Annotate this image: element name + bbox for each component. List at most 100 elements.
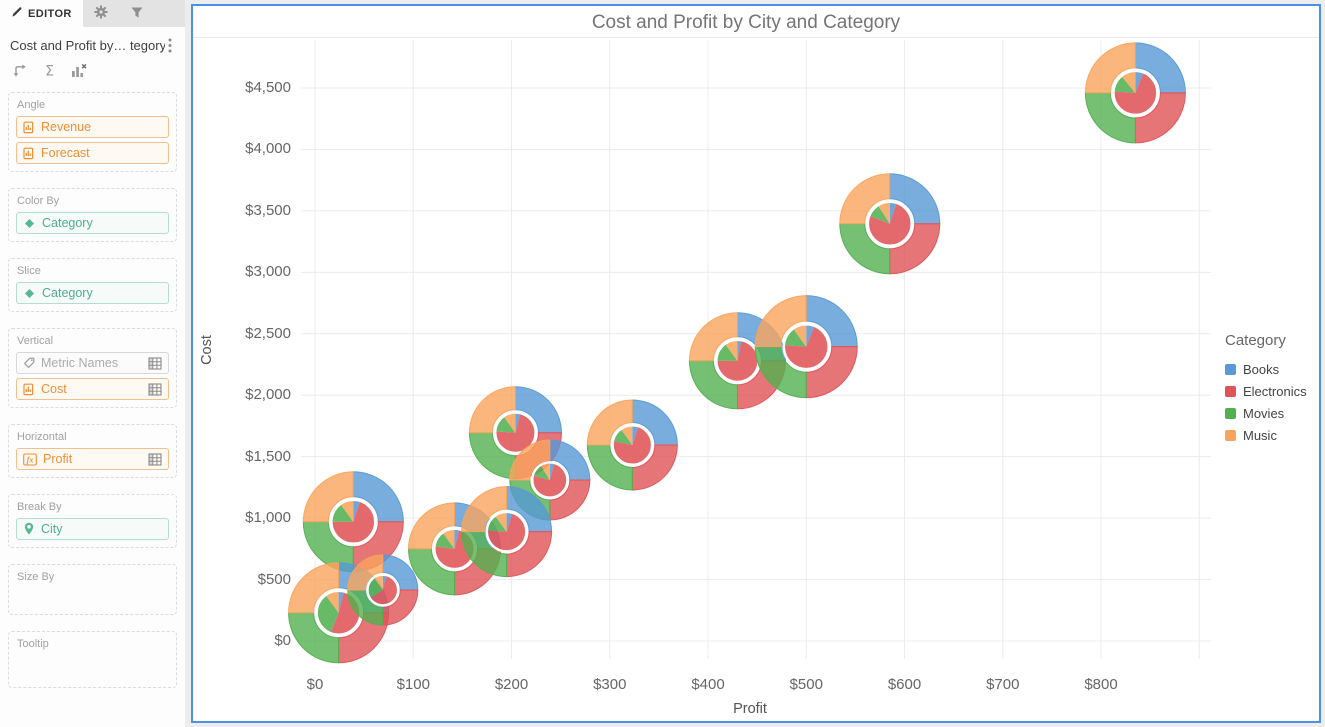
tab-editor[interactable]: EDITOR: [0, 0, 83, 27]
legend-swatch: [1225, 385, 1236, 397]
legend-swatch: [1225, 407, 1236, 419]
section-slice[interactable]: Slice Category: [8, 258, 177, 312]
legend-label: Movies: [1243, 405, 1285, 421]
diamond-icon: [23, 287, 36, 300]
section-horizontal[interactable]: Horizontal fx Profit: [8, 424, 177, 478]
x-tick-label: $800: [1084, 676, 1118, 693]
svg-text:fx: fx: [27, 455, 34, 464]
x-tick-label: $200: [494, 676, 529, 693]
chip-label: Revenue: [41, 120, 92, 134]
pie-marker[interactable]: [754, 295, 858, 399]
section-color-by[interactable]: Color By Category: [8, 188, 177, 242]
legend-label: Music: [1243, 427, 1277, 443]
sidebar-toolbar: Σ: [0, 56, 185, 90]
x-tick-label: $600: [887, 676, 922, 693]
x-tick-label: $400: [691, 676, 725, 693]
table-icon[interactable]: [148, 356, 162, 370]
legend: Category Books Electronics Movies Music: [1225, 332, 1307, 446]
svg-text:Σ: Σ: [45, 63, 54, 78]
clear-chart-icon[interactable]: [71, 63, 87, 78]
legend-item-movies[interactable]: Movies: [1225, 402, 1307, 424]
filter-icon: [130, 6, 144, 22]
x-tick-label: $100: [396, 676, 430, 693]
pie-marker[interactable]: [586, 399, 678, 491]
y-tick-label: $3,500: [245, 201, 291, 219]
chart-panel: Cost and Profit by City and Category $0 $…: [191, 4, 1321, 723]
widget-title: Cost and Profit by… tegory: [10, 38, 165, 53]
pie-marker[interactable]: [1084, 42, 1186, 144]
x-tick-label: $500: [789, 676, 823, 693]
x-tick-label: $0: [306, 676, 324, 693]
section-label: Tooltip: [17, 638, 49, 650]
field-sections: Angle Revenue Forecast Color By Category Slic…: [0, 90, 185, 706]
section-size-by[interactable]: Size By: [8, 564, 177, 615]
section-angle[interactable]: Angle Revenue Forecast: [8, 92, 177, 172]
sidebar-tabbar: EDITOR: [0, 0, 185, 27]
x-axis-title: Profit: [733, 701, 767, 717]
chip-label: Category: [42, 286, 93, 300]
chip-label: Cost: [41, 382, 67, 396]
pie-marker[interactable]: [288, 562, 390, 664]
profit-chip[interactable]: fx Profit: [16, 448, 169, 470]
pie-marker[interactable]: [839, 173, 941, 275]
section-label: Horizontal: [17, 431, 67, 443]
chip-label: City: [41, 522, 63, 536]
section-vertical[interactable]: Vertical Metric Names Cost: [8, 328, 177, 408]
x-tick-label: $300: [593, 676, 627, 693]
pin-icon: [23, 522, 35, 536]
legend-title: Category: [1225, 332, 1286, 349]
chart-title: Cost and Profit by City and Category: [591, 12, 901, 33]
category-chip[interactable]: Category: [16, 212, 169, 234]
section-tooltip[interactable]: Tooltip: [8, 631, 177, 688]
section-break-by[interactable]: Break By City: [8, 494, 177, 548]
table-icon[interactable]: [148, 452, 162, 466]
chip-label: Category: [42, 216, 93, 230]
legend-swatch: [1225, 429, 1236, 441]
metric-names-chip[interactable]: Metric Names: [16, 352, 169, 374]
section-label: Size By: [17, 571, 55, 583]
tab-settings[interactable]: [83, 0, 119, 27]
section-label: Angle: [17, 99, 46, 111]
inner-pie-ring: [611, 423, 654, 467]
y-tick-label: $4,500: [245, 79, 291, 96]
legend-item-music[interactable]: Music: [1225, 424, 1307, 446]
pie-marker[interactable]: [302, 471, 404, 573]
legend-item-books[interactable]: Books: [1225, 358, 1307, 380]
gear-icon: [94, 5, 108, 22]
kebab-menu-icon[interactable]: [165, 38, 175, 53]
scatter-pie-chart: [288, 40, 1211, 664]
forecast-chip[interactable]: Forecast: [16, 142, 169, 164]
inner-pie-ring: [866, 200, 914, 248]
chip-label: Metric Names: [41, 356, 119, 370]
chip-label: Profit: [43, 452, 73, 466]
section-label: Break By: [17, 501, 62, 513]
editor-sidebar: EDITOR Cost and Profit by… tegory Σ Angl…: [0, 0, 185, 727]
revenue-chip[interactable]: Revenue: [16, 116, 169, 138]
legend-label: Books: [1243, 361, 1280, 377]
pencil-icon: [11, 6, 23, 21]
title-divider: [193, 37, 1319, 38]
y-tick-label: $1,000: [245, 509, 291, 527]
category-chip[interactable]: Category: [16, 282, 169, 304]
y-tick-label: $3,000: [245, 263, 291, 281]
cost-chip[interactable]: Cost: [16, 378, 169, 400]
y-tick-label: $500: [257, 570, 291, 588]
y-tick-label: $2,000: [245, 386, 291, 404]
city-chip[interactable]: City: [16, 518, 169, 540]
inner-pie-ring: [366, 573, 400, 607]
pie-marker[interactable]: [347, 554, 419, 626]
plot-area: $0 $100 $200 $300 $400 $500 $600 $700 $800 $0 $500…: [193, 6, 1319, 721]
gridlines: [301, 40, 1211, 659]
sigma-icon[interactable]: Σ: [43, 63, 56, 78]
swap-axes-icon[interactable]: [12, 63, 28, 78]
section-label: Color By: [17, 195, 60, 207]
tab-filters[interactable]: [119, 0, 155, 27]
pie-marker[interactable]: [461, 486, 553, 578]
y-tick-label: $2,500: [245, 324, 291, 342]
legend-item-electronics[interactable]: Electronics: [1225, 380, 1307, 402]
metric-icon: [23, 383, 35, 396]
y-tick-label: $1,500: [245, 447, 291, 465]
diamond-icon: [23, 217, 36, 230]
table-icon[interactable]: [148, 382, 162, 396]
legend-swatch: [1225, 363, 1236, 375]
